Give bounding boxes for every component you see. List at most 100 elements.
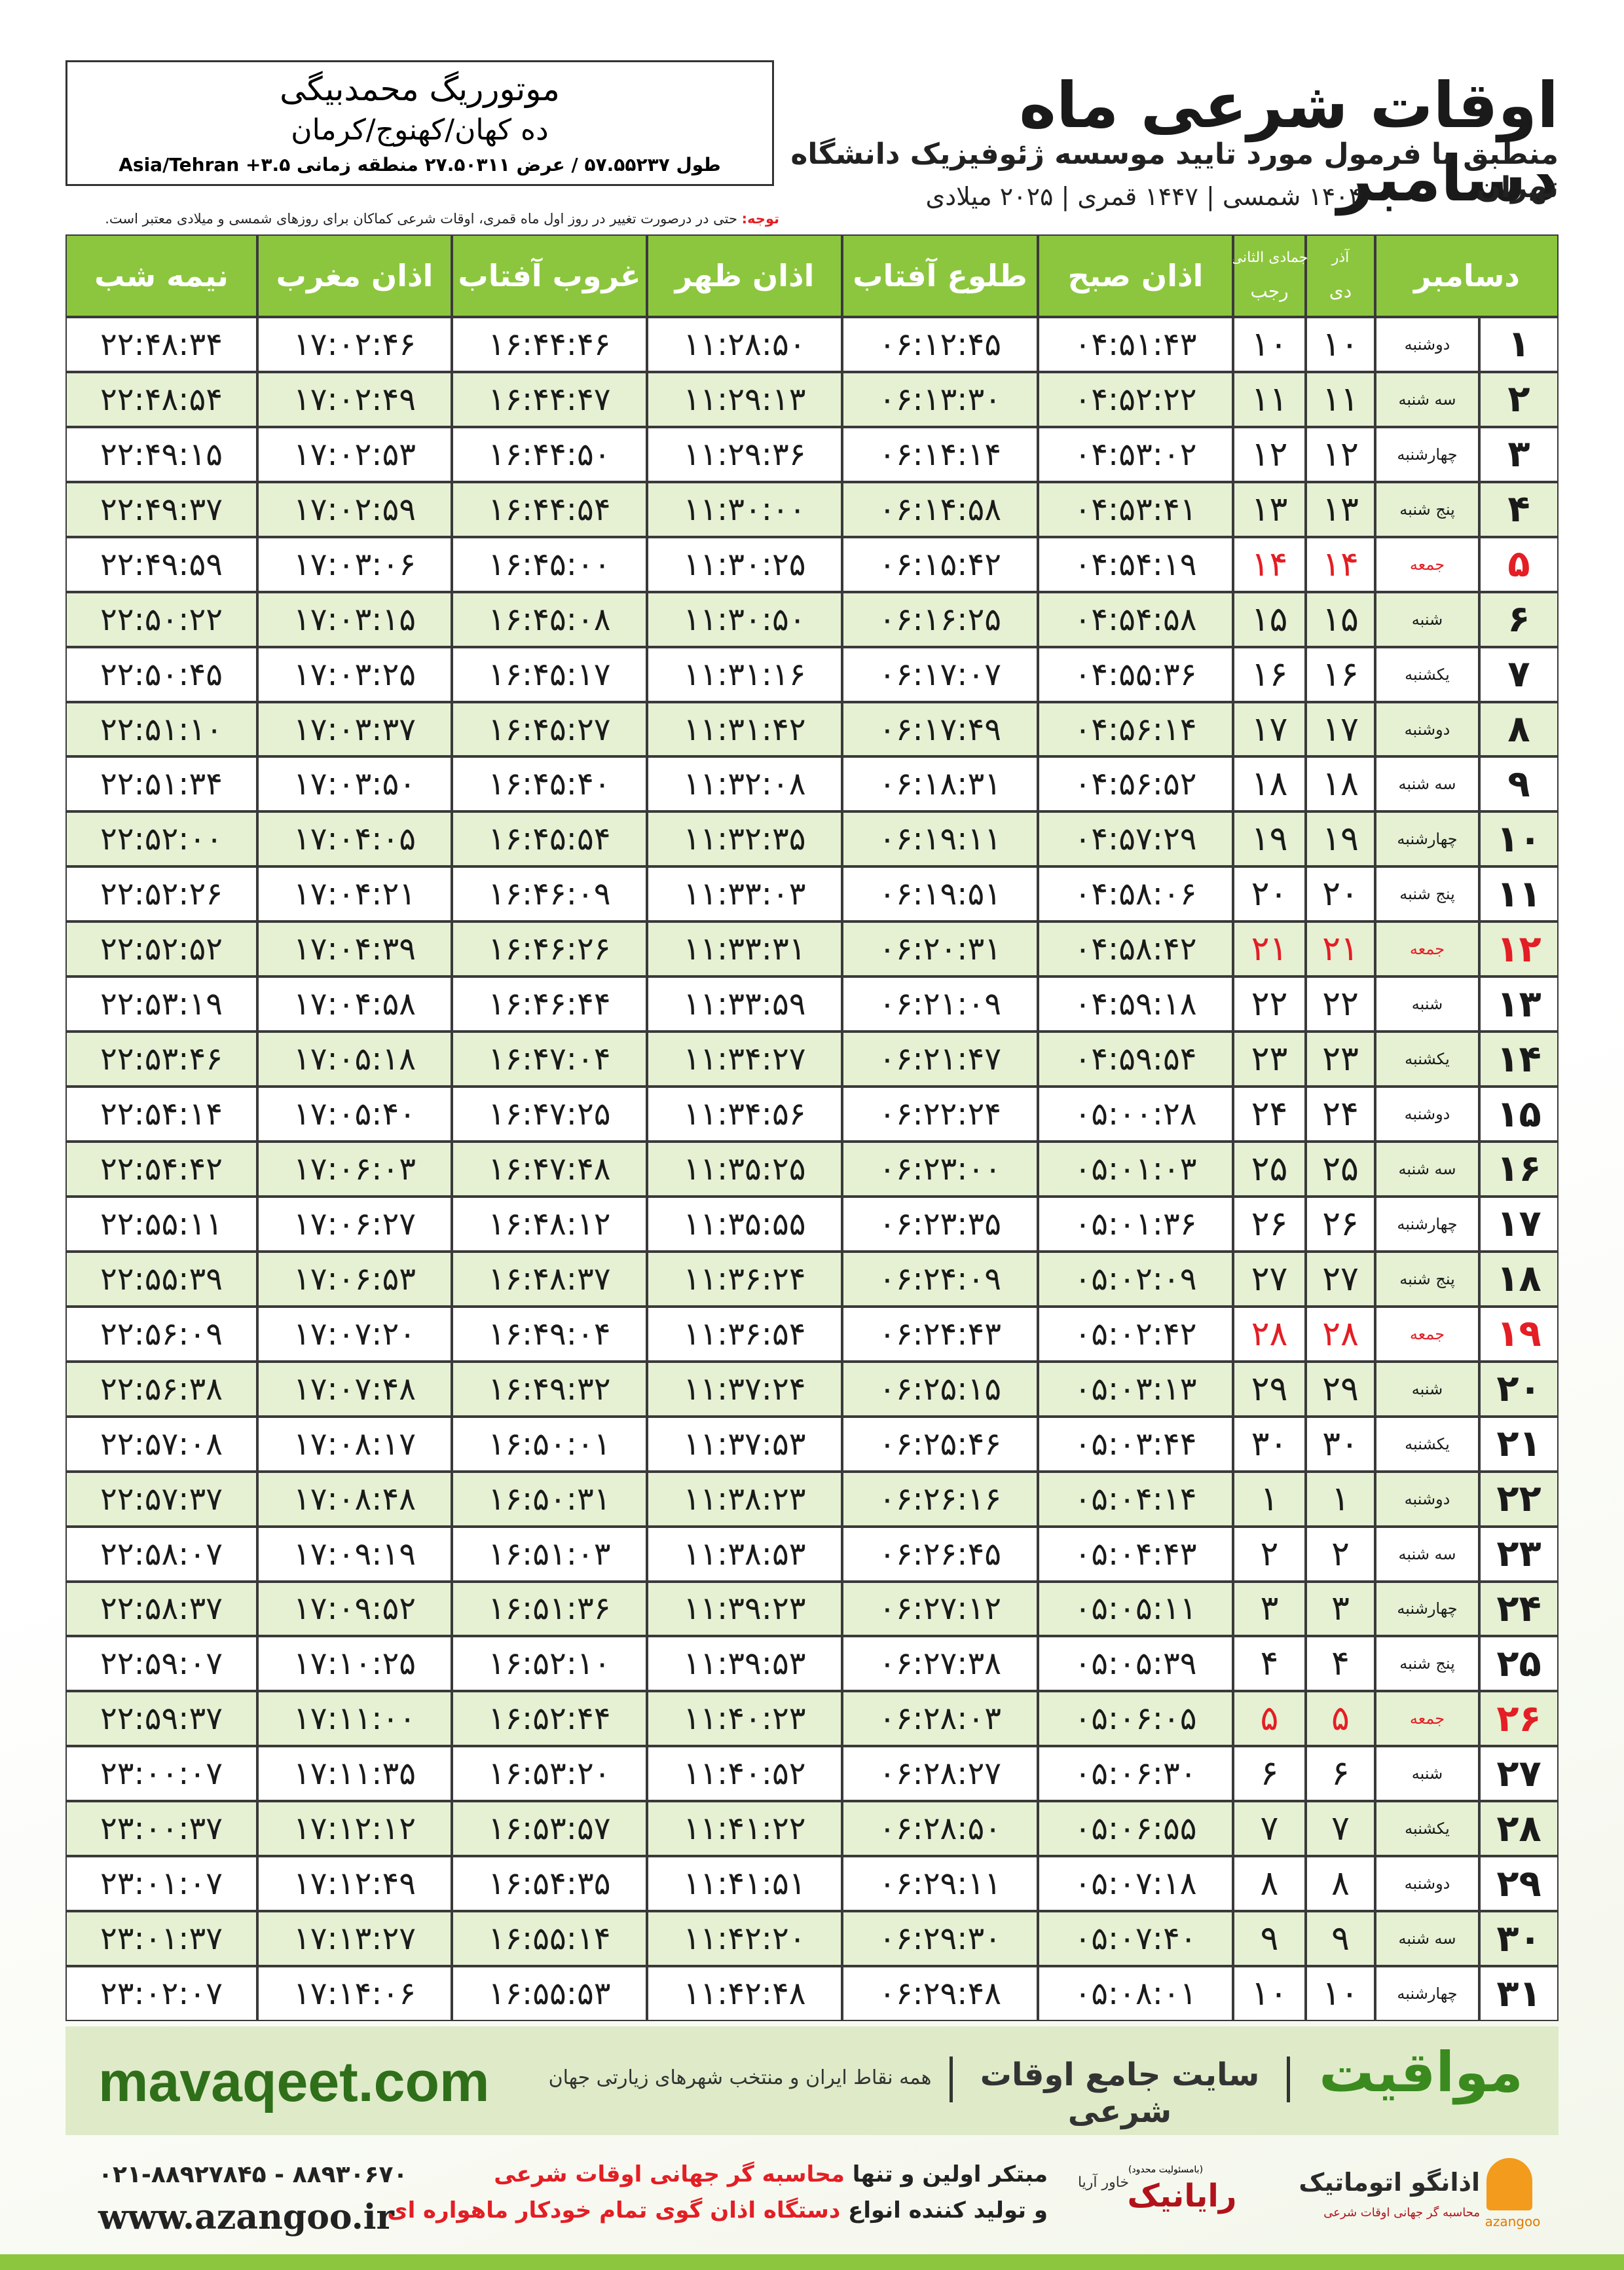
prayer-time: ۱۶:۴۶:۲۶	[452, 921, 647, 977]
prayer-time: ۱۱:۴۲:۴۸	[647, 1966, 842, 2021]
prayer-time: ۱۱:۳۱:۱۶	[647, 646, 842, 702]
footer-web: www.azangoo.ir	[98, 2197, 394, 2237]
weekday: سه شنبه	[1375, 756, 1479, 812]
prayer-time: ۱۷:۰۴:۲۱	[257, 866, 452, 922]
day: ۱	[1479, 317, 1559, 372]
dey-day: ۶	[1306, 1746, 1375, 1802]
prayer-time: ۲۳:۰۱:۳۷	[65, 1911, 257, 1967]
prayer-time: ۰۶:۱۹:۵۱	[842, 866, 1038, 922]
prayer-time: ۰۶:۱۲:۴۵	[842, 317, 1038, 372]
column-header: جمادی الثانی رجب	[1231, 234, 1308, 317]
rajab-day: ۷	[1233, 1801, 1306, 1857]
prayer-time: ۱۷:۰۴:۳۹	[257, 921, 452, 977]
dey-day: ۱۷	[1306, 701, 1375, 757]
prayer-time: ۱۶:۴۵:۱۷	[452, 646, 647, 702]
rajab-day: ۲۳	[1233, 1032, 1306, 1087]
prayer-time: ۱۱:۴۱:۲۲	[647, 1801, 842, 1857]
column-header-label: دی	[1329, 280, 1352, 302]
prayer-time: ۱۶:۵۵:۱۴	[452, 1911, 647, 1967]
column-header: نیمه شب	[65, 234, 257, 317]
prayer-time: ۰۶:۲۹:۱۱	[842, 1856, 1038, 1912]
rajab-day: ۲۹	[1233, 1361, 1306, 1417]
dey-day: ۱۱	[1306, 371, 1375, 427]
dey-day: ۱	[1306, 1471, 1375, 1527]
prayer-time: ۲۲:۵۶:۰۹	[65, 1306, 257, 1362]
prayer-time: ۲۲:۴۹:۱۵	[65, 426, 257, 482]
prayer-time: ۰۴:۵۱:۴۳	[1038, 317, 1233, 372]
company-note: (بامسئولیت محدود)	[1128, 2165, 1204, 2175]
day: ۲۴	[1479, 1581, 1559, 1637]
weekday: چهارشنبه	[1375, 426, 1479, 482]
column-header-label: رجب	[1250, 280, 1289, 302]
day: ۶	[1479, 591, 1559, 647]
dey-day: ۲۶	[1306, 1196, 1375, 1252]
rajab-day: ۲۶	[1233, 1196, 1306, 1252]
prayer-time: ۲۲:۴۹:۵۹	[65, 536, 257, 592]
prayer-time: ۰۶:۱۷:۴۹	[842, 701, 1038, 757]
dey-day: ۸	[1306, 1856, 1375, 1912]
weekday: دوشنبه	[1375, 1471, 1479, 1527]
dey-day: ۱۰	[1306, 317, 1375, 372]
rajab-day: ۱	[1233, 1471, 1306, 1527]
prayer-time: ۱۱:۳۹:۵۳	[647, 1636, 842, 1692]
prayer-time: ۱۶:۵۲:۱۰	[452, 1636, 647, 1692]
note-text: حتی در درصورت تغییر در روز اول ماه قمری،…	[105, 211, 737, 227]
prayer-time: ۱۷:۰۲:۵۹	[257, 481, 452, 537]
footer-line: مبتکر اولین و تنها محاسبه گر جهانی اوقات…	[458, 2161, 1048, 2194]
prayer-time: ۲۳:۰۲:۰۷	[65, 1966, 257, 2021]
weekday: یکشنبه	[1375, 1416, 1479, 1472]
prayer-time: ۱۶:۴۵:۲۷	[452, 701, 647, 757]
column-header: اذان ظهر	[647, 234, 842, 317]
prayer-time: ۲۳:۰۰:۰۷	[65, 1746, 257, 1802]
prayer-time: ۱۷:۰۳:۵۰	[257, 756, 452, 812]
footer-phone: ۰۲۱-۸۸۹۲۷۸۴۵ - ۸۸۹۳۰۶۷۰	[98, 2161, 408, 2188]
weekday: چهارشنبه	[1375, 811, 1479, 867]
rajab-day: ۶	[1233, 1746, 1306, 1802]
dey-day: ۲۱	[1306, 921, 1375, 977]
column-header: دسامبر	[1375, 234, 1559, 317]
prayer-time: ۱۷:۰۲:۴۶	[257, 317, 452, 372]
prayer-time: ۲۲:۵۴:۱۴	[65, 1087, 257, 1142]
dey-day: ۱۳	[1306, 481, 1375, 537]
prayer-time: ۰۵:۰۴:۴۳	[1038, 1526, 1233, 1582]
prayer-time: ۰۴:۵۳:۰۲	[1038, 426, 1233, 482]
rajab-day: ۱۳	[1233, 481, 1306, 537]
prayer-time: ۰۶:۲۸:۰۳	[842, 1691, 1038, 1747]
dey-day: ۲۹	[1306, 1361, 1375, 1417]
prayer-time: ۱۶:۴۹:۰۴	[452, 1306, 647, 1362]
prayer-time: ۱۶:۴۵:۵۴	[452, 811, 647, 867]
dey-day: ۲۰	[1306, 866, 1375, 922]
weekday: جمعه	[1375, 536, 1479, 592]
prayer-time: ۰۵:۰۰:۲۸	[1038, 1087, 1233, 1142]
day: ۴	[1479, 481, 1559, 537]
prayer-time: ۱۱:۳۶:۵۴	[647, 1306, 842, 1362]
dey-day: ۲۷	[1306, 1251, 1375, 1307]
prayer-time: ۰۶:۲۳:۳۵	[842, 1196, 1038, 1252]
day: ۱۵	[1479, 1087, 1559, 1142]
prayer-time: ۰۶:۱۵:۴۲	[842, 536, 1038, 592]
column-header: اذان صبح	[1038, 234, 1233, 317]
prayer-time: ۱۱:۳۳:۳۱	[647, 921, 842, 977]
prayer-time: ۲۲:۵۰:۴۵	[65, 646, 257, 702]
prayer-time: ۲۲:۴۹:۳۷	[65, 481, 257, 537]
prayer-time: ۱۶:۵۰:۳۱	[452, 1471, 647, 1527]
prayer-time: ۱۱:۲۸:۵۰	[647, 317, 842, 372]
day: ۲۶	[1479, 1691, 1559, 1747]
day: ۱۳	[1479, 977, 1559, 1032]
location-place: ده کهان/کهنوج/کرمان	[291, 113, 549, 147]
column-header: اذان مغرب	[257, 234, 452, 317]
dey-day: ۱۵	[1306, 591, 1375, 647]
prayer-time: ۱۶:۴۷:۴۸	[452, 1142, 647, 1197]
prayer-time: ۱۱:۳۰:۲۵	[647, 536, 842, 592]
prayer-time: ۱۱:۳۷:۲۴	[647, 1361, 842, 1417]
prayer-time: ۰۶:۲۶:۱۶	[842, 1471, 1038, 1527]
location-name: موتورریگ محمدبیگی	[280, 70, 560, 108]
subtitle: منطبق با فرمول مورد تایید موسسه ژئوفیزیک…	[790, 138, 1559, 204]
weekday: چهارشنبه	[1375, 1581, 1479, 1637]
rajab-day: ۱۶	[1233, 646, 1306, 702]
prayer-time: ۱۷:۱۴:۰۶	[257, 1966, 452, 2021]
dey-day: ۷	[1306, 1801, 1375, 1857]
dey-day: ۱۴	[1306, 536, 1375, 592]
rajab-day: ۴	[1233, 1636, 1306, 1692]
prayer-time: ۱۶:۴۵:۴۰	[452, 756, 647, 812]
